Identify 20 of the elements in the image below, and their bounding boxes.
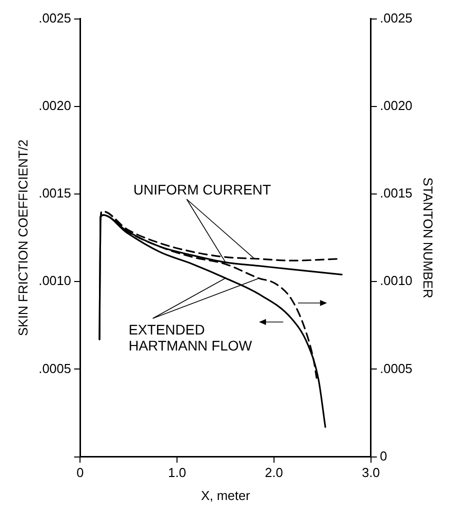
y-axis-title: SKIN FRICTION COEFFICIENT/2 bbox=[15, 140, 30, 336]
y-tick-label: .0015 bbox=[38, 186, 72, 201]
x-axis-title: X, meter bbox=[200, 488, 251, 503]
y2-tick-label: .0015 bbox=[380, 186, 412, 201]
x-tick-label: 1.0 bbox=[168, 465, 186, 480]
x-tick-label: 0 bbox=[76, 465, 84, 480]
annotation: EXTENDED HARTMANN FLOW bbox=[128, 322, 253, 354]
y-tick-label: .0020 bbox=[38, 98, 72, 113]
y2-axis-title: STANTON NUMBER bbox=[420, 177, 436, 298]
y-tick-label: .0005 bbox=[38, 360, 72, 376]
y2-tick-label: .0010 bbox=[380, 273, 412, 288]
x-tick-label: 2.0 bbox=[264, 465, 283, 480]
x-tick-label: 3.0 bbox=[362, 465, 380, 480]
y-tick-label: .0025 bbox=[38, 10, 72, 26]
annotation: UNIFORM CURRENT bbox=[133, 181, 272, 198]
y2-tick-label: .0005 bbox=[380, 360, 412, 376]
y2-tick-label: .0025 bbox=[380, 10, 412, 26]
y2-tick-label: .0020 bbox=[380, 98, 412, 113]
y-tick-label: .0010 bbox=[38, 273, 72, 288]
y2-tick-label: 0 bbox=[380, 448, 388, 464]
